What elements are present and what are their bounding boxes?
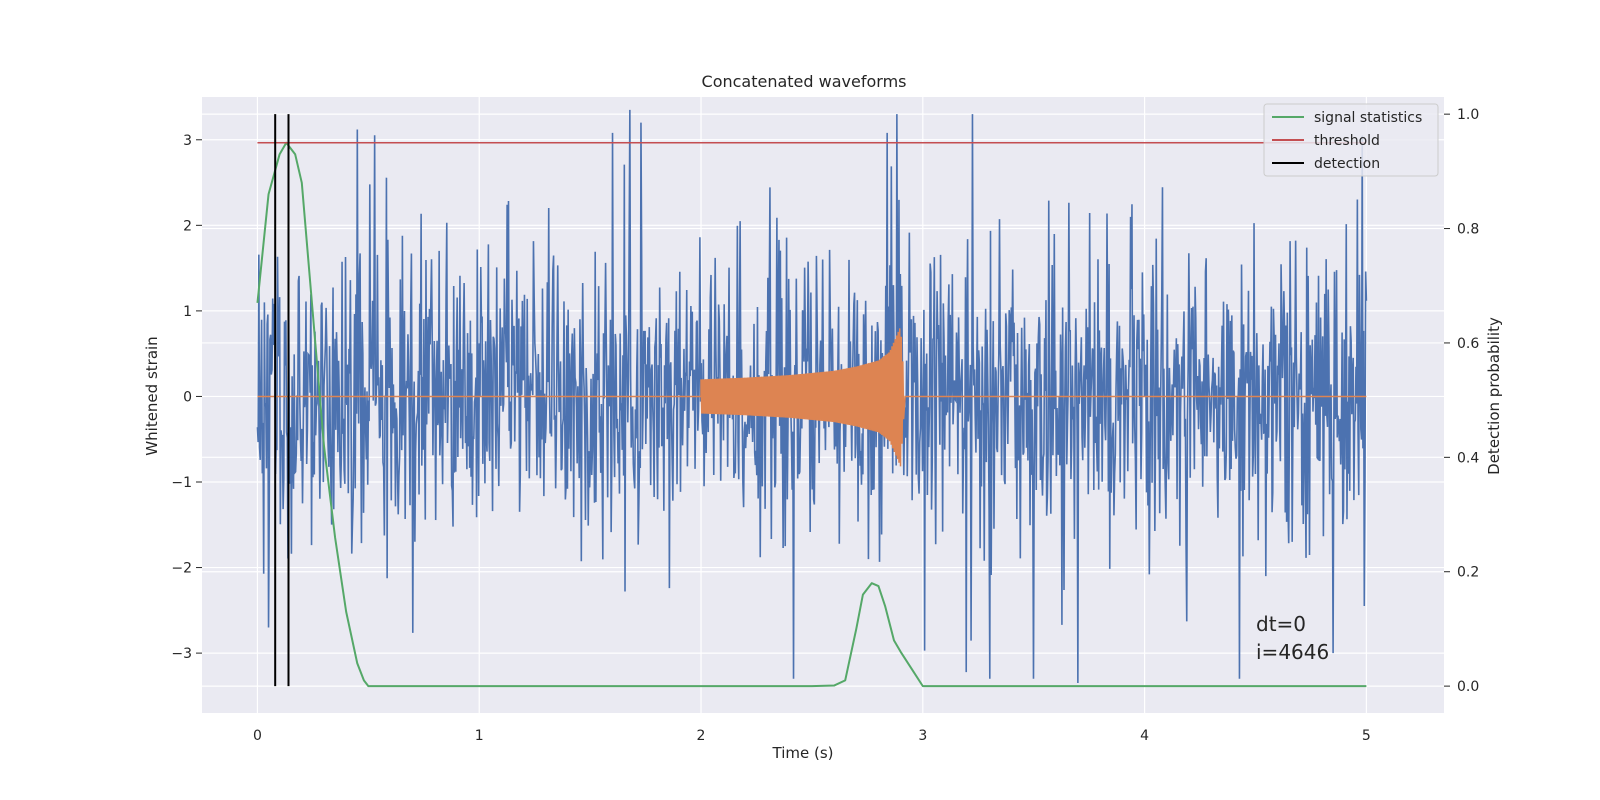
signal-statistics-line <box>256 141 1367 688</box>
injection-series-line <box>257 328 1367 467</box>
strain-series-line <box>256 109 1368 684</box>
data-layer <box>256 109 1368 688</box>
annotation-i: i=4646 <box>1256 640 1329 664</box>
x-tick-label: 1 <box>475 728 484 744</box>
chart-title: Concatenated waveforms <box>702 72 907 91</box>
y2-tick-label: 0.2 <box>1457 565 1479 581</box>
y-tick-label: −2 <box>171 561 192 577</box>
y-tick-label: 2 <box>183 218 192 234</box>
y-axis-label: Whitened strain <box>143 336 161 455</box>
x-tick-label: 4 <box>1140 728 1149 744</box>
x-axis-label: Time (s) <box>772 744 834 762</box>
y-tick-label: −3 <box>171 646 192 662</box>
x-tick-label: 5 <box>1362 728 1371 744</box>
x-tick-label: 3 <box>918 728 927 744</box>
y2-tick-label: 0.0 <box>1457 679 1479 695</box>
y-tick-label: 1 <box>183 304 192 320</box>
y2-tick-label: 0.8 <box>1457 222 1479 238</box>
legend-label-signal-statistics: signal statistics <box>1314 110 1422 126</box>
legend: signal statistics threshold detection <box>1263 103 1439 177</box>
annotation-dt: dt=0 <box>1256 612 1306 636</box>
y-tick-label: 3 <box>183 133 192 149</box>
axes: 0 1 2 3 4 5 −3 −2 −1 0 1 2 3 0.0 0.2 0.4 0.6 0.8 1.0 <box>171 107 1479 744</box>
legend-label-threshold: threshold <box>1314 133 1380 149</box>
legend-frame <box>1263 103 1439 177</box>
legend-label-detection: detection <box>1314 156 1380 172</box>
y-tick-label: −1 <box>171 475 192 491</box>
x-tick-label: 2 <box>697 728 706 744</box>
y2-tick-label: 0.6 <box>1457 336 1479 352</box>
y-tick-label: 0 <box>183 389 192 405</box>
y2-tick-label: 0.4 <box>1457 450 1479 466</box>
x-tick-label: 0 <box>253 728 262 744</box>
y2-tick-label: 1.0 <box>1457 107 1479 123</box>
y2-axis-label: Detection probability <box>1485 317 1503 475</box>
